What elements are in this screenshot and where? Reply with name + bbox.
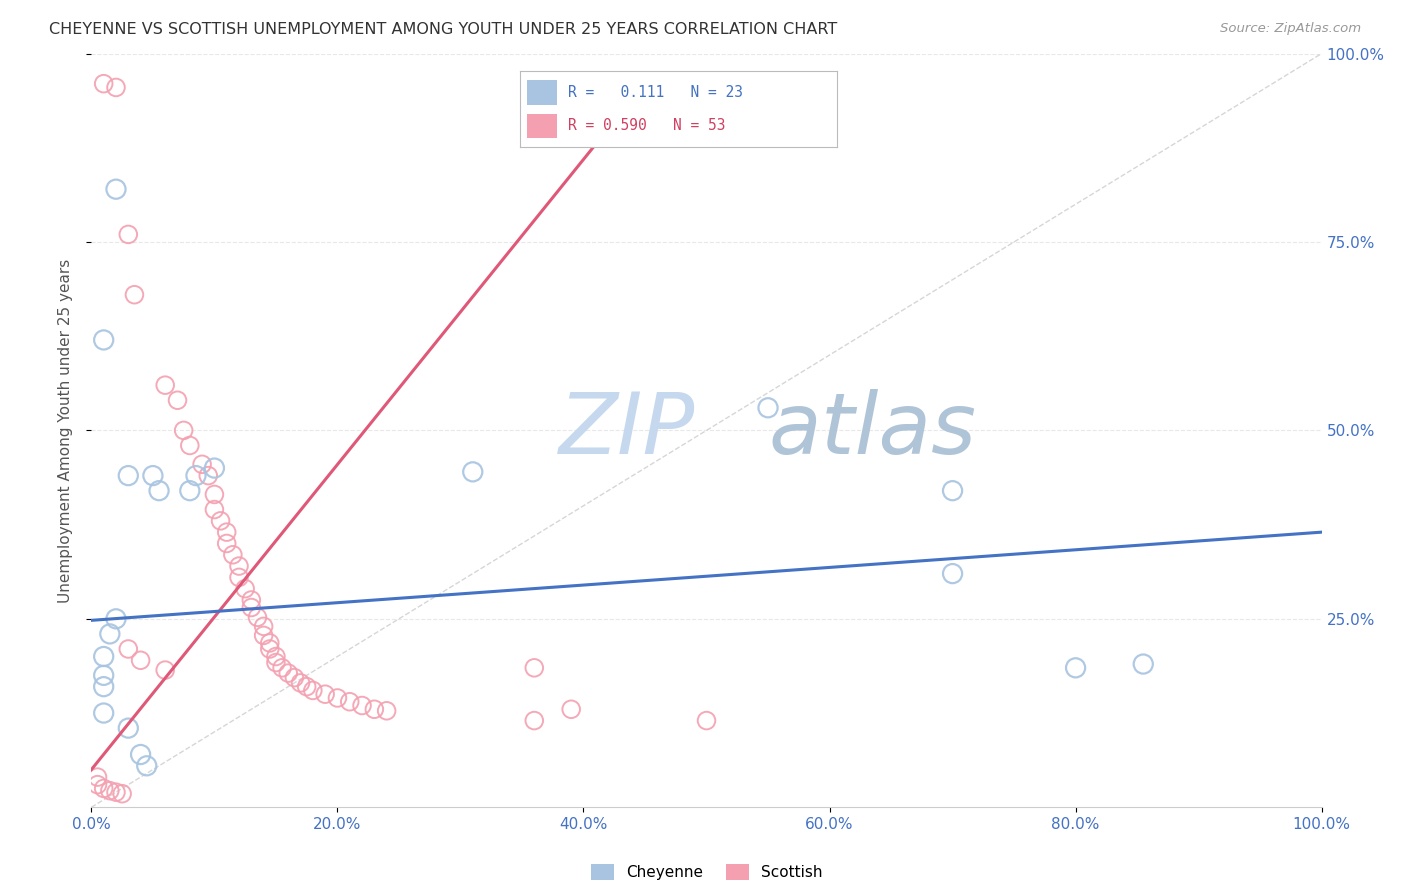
Point bbox=[277, 666, 299, 681]
Point bbox=[105, 785, 127, 799]
Y-axis label: Unemployment Among Youth under 25 years: Unemployment Among Youth under 25 years bbox=[58, 259, 73, 602]
Point bbox=[290, 676, 312, 690]
Text: R = 0.590   N = 53: R = 0.590 N = 53 bbox=[568, 119, 725, 134]
Point bbox=[295, 680, 318, 694]
Point bbox=[240, 593, 263, 607]
Text: R =   0.111   N = 23: R = 0.111 N = 23 bbox=[568, 85, 742, 100]
Point bbox=[461, 465, 484, 479]
Point bbox=[1132, 657, 1154, 671]
Point bbox=[124, 287, 146, 301]
Legend: Cheyenne, Scottish: Cheyenne, Scottish bbox=[585, 858, 828, 887]
Point bbox=[215, 525, 238, 540]
Point bbox=[93, 706, 115, 720]
Point bbox=[117, 721, 139, 735]
Point bbox=[173, 424, 195, 438]
Point bbox=[222, 548, 245, 562]
Text: ZIP: ZIP bbox=[558, 389, 695, 472]
Point bbox=[228, 570, 250, 584]
Point bbox=[179, 438, 201, 452]
Point bbox=[756, 401, 779, 415]
Point bbox=[1064, 661, 1087, 675]
Point bbox=[117, 468, 139, 483]
Point bbox=[202, 487, 225, 501]
Point bbox=[153, 663, 177, 677]
Point bbox=[202, 461, 225, 475]
Point bbox=[148, 483, 170, 498]
Point bbox=[93, 333, 115, 347]
Point bbox=[233, 582, 256, 596]
Point bbox=[240, 600, 263, 615]
Point bbox=[105, 80, 127, 95]
Point bbox=[191, 458, 214, 472]
Point bbox=[271, 661, 294, 675]
Point bbox=[166, 393, 188, 408]
Point bbox=[363, 702, 385, 716]
Point bbox=[129, 653, 152, 667]
Point bbox=[93, 680, 115, 694]
Point bbox=[941, 566, 963, 581]
Point bbox=[228, 559, 250, 574]
Point bbox=[117, 227, 139, 242]
Point bbox=[93, 781, 115, 796]
Point bbox=[259, 642, 281, 657]
FancyBboxPatch shape bbox=[527, 114, 557, 138]
Point bbox=[86, 778, 108, 792]
Point bbox=[93, 668, 115, 682]
Text: CHEYENNE VS SCOTTISH UNEMPLOYMENT AMONG YOUTH UNDER 25 YEARS CORRELATION CHART: CHEYENNE VS SCOTTISH UNEMPLOYMENT AMONG … bbox=[49, 22, 838, 37]
Text: Source: ZipAtlas.com: Source: ZipAtlas.com bbox=[1220, 22, 1361, 36]
Point bbox=[523, 714, 546, 728]
Point bbox=[129, 747, 152, 762]
Point bbox=[153, 378, 177, 392]
Point bbox=[93, 77, 115, 91]
Point bbox=[326, 690, 349, 705]
Point bbox=[105, 182, 127, 196]
Point bbox=[253, 628, 276, 642]
Point bbox=[197, 468, 219, 483]
FancyBboxPatch shape bbox=[527, 80, 557, 104]
Point bbox=[941, 483, 963, 498]
Point bbox=[202, 502, 225, 516]
Point bbox=[246, 610, 269, 624]
Point bbox=[253, 619, 276, 633]
Point bbox=[352, 698, 374, 713]
Point bbox=[209, 514, 232, 528]
Point bbox=[105, 612, 127, 626]
Point bbox=[117, 642, 139, 657]
Point bbox=[301, 683, 323, 698]
Point bbox=[184, 468, 207, 483]
Point bbox=[264, 649, 287, 664]
Point bbox=[560, 702, 582, 716]
Point bbox=[523, 661, 546, 675]
Point bbox=[93, 649, 115, 664]
Point bbox=[215, 536, 238, 550]
Point bbox=[259, 636, 281, 650]
Point bbox=[135, 759, 157, 773]
Point bbox=[179, 483, 201, 498]
Point bbox=[111, 787, 134, 801]
Point bbox=[339, 695, 361, 709]
Point bbox=[86, 770, 108, 784]
Point bbox=[264, 656, 287, 670]
Point bbox=[283, 671, 305, 685]
Point bbox=[375, 704, 398, 718]
Point bbox=[98, 783, 121, 797]
Point bbox=[314, 687, 336, 701]
Point bbox=[98, 627, 121, 641]
Point bbox=[695, 714, 717, 728]
Text: atlas: atlas bbox=[768, 389, 976, 472]
Point bbox=[142, 468, 165, 483]
